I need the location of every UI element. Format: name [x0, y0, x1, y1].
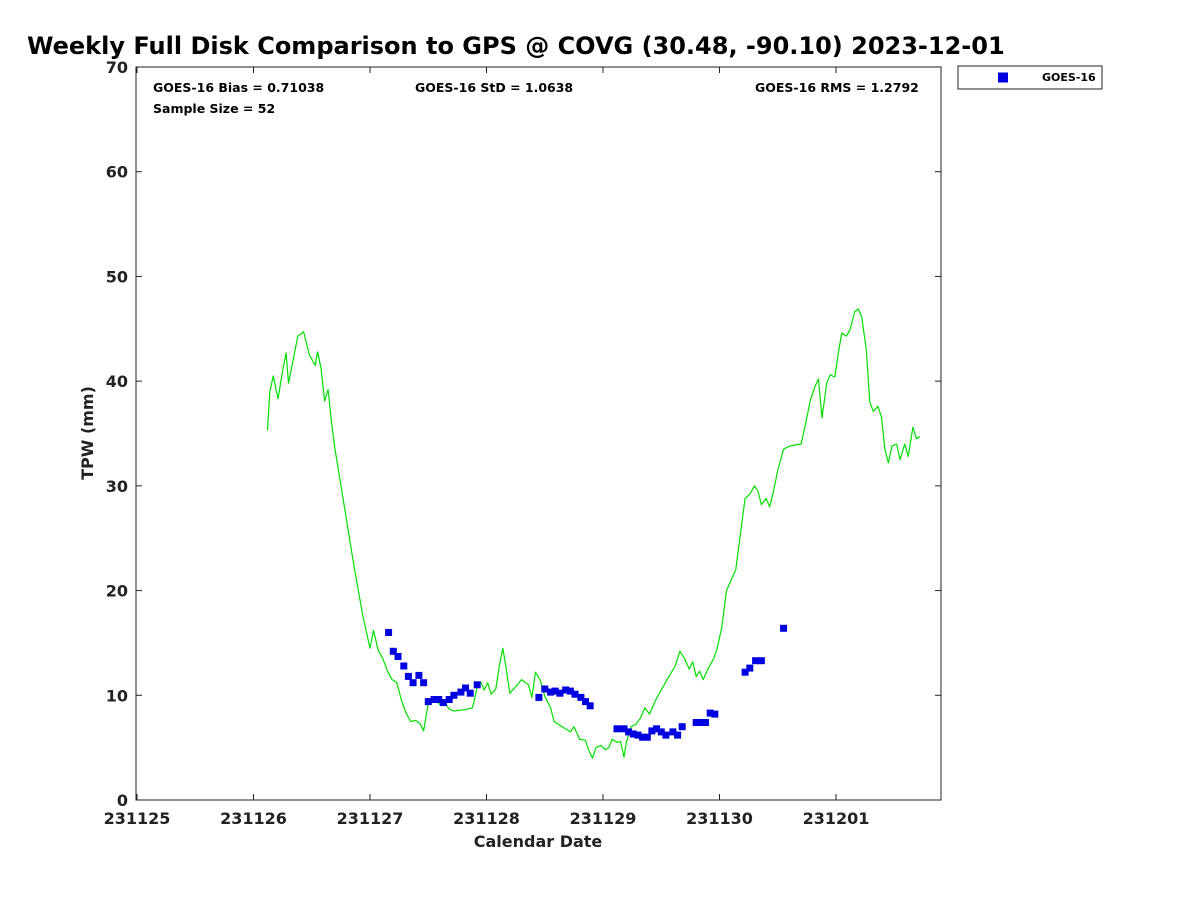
goes16-point	[547, 688, 555, 696]
goes16-point	[625, 728, 633, 736]
legend-label-goes16: GOES-16	[1042, 71, 1096, 84]
goes16-point	[582, 698, 589, 706]
goes16-point	[385, 629, 393, 636]
goes16-point	[692, 719, 700, 726]
goes16-point	[541, 685, 549, 693]
x-tick-label: 231201	[803, 809, 870, 828]
legend-marker-goes16	[998, 72, 1008, 83]
goes16-point	[551, 687, 559, 695]
goes16-point	[752, 657, 760, 665]
goes16-point	[653, 725, 661, 733]
goes16-point	[669, 728, 677, 736]
plot-area	[266, 308, 921, 759]
rms-stat: GOES-16 RMS = 1.2792	[755, 80, 919, 95]
goes16-point	[634, 731, 642, 739]
goes16-point	[389, 647, 397, 655]
y-axis-ticks: 0 10 20 30 40 50 60 70	[106, 58, 941, 810]
goes16-point	[697, 719, 705, 726]
goes16-point	[613, 725, 621, 733]
goes16-point	[706, 709, 714, 717]
x-tick-label: 231130	[686, 809, 753, 828]
goes16-point	[430, 696, 438, 703]
goes16-point	[435, 696, 443, 703]
goes16-point	[466, 689, 474, 697]
goes16-point	[643, 733, 651, 741]
x-tick-label: 231128	[453, 809, 520, 828]
y-tick-label: 50	[106, 267, 128, 286]
goes16-point	[586, 702, 594, 710]
goes16-point	[741, 668, 749, 676]
goes16-point	[674, 731, 682, 739]
x-axis-ticks: 231125 231126 231127 231128 231129 231130 2312…	[104, 67, 870, 828]
y-axis-label: TPW (mm)	[78, 386, 97, 480]
bias-stat: GOES-16 Bias = 0.71038	[153, 80, 324, 95]
goes16-point	[702, 719, 709, 726]
goes16-point	[711, 710, 719, 718]
goes16-point	[662, 731, 670, 739]
y-tick-label: 70	[106, 58, 128, 77]
plot-axes	[135, 66, 942, 801]
goes16-point	[404, 672, 412, 680]
goes16-point	[445, 696, 453, 703]
x-tick-label: 231125	[104, 809, 171, 828]
goes16-point	[657, 728, 665, 736]
goes16-point	[457, 688, 465, 696]
goes16-point	[415, 671, 423, 679]
x-tick-label: 231126	[220, 809, 287, 828]
chart-title: Weekly Full Disk Comparison to GPS @ COV…	[27, 32, 1005, 60]
goes16-point	[439, 699, 447, 707]
x-tick-label: 231129	[570, 809, 637, 828]
goes16-point	[394, 653, 402, 660]
goes16-point	[678, 723, 686, 731]
y-tick-label: 10	[106, 686, 128, 705]
goes16-point	[400, 662, 408, 670]
y-tick-label: 40	[106, 372, 128, 391]
goes16-point	[420, 679, 428, 687]
goes16-point	[462, 684, 469, 692]
goes16-point	[780, 624, 788, 632]
y-tick-label: 30	[106, 477, 128, 496]
goes16-point	[639, 733, 647, 741]
plot-frame	[135, 66, 942, 801]
goes16-point	[620, 725, 628, 733]
y-tick-label: 60	[106, 163, 128, 182]
y-tick-label: 0	[117, 791, 128, 810]
gps-tpw-line	[266, 308, 921, 759]
goes16-point	[566, 687, 574, 695]
goes16-point	[562, 686, 570, 694]
goes16-point	[571, 690, 579, 698]
y-tick-label: 20	[106, 582, 128, 601]
x-axis-label: Calendar Date	[474, 832, 603, 851]
std-stat: GOES-16 StD = 1.0638	[415, 80, 573, 95]
goes16-point	[556, 689, 564, 697]
goes16-point	[629, 730, 637, 738]
goes16-point	[746, 664, 754, 672]
legend-box	[957, 65, 1103, 90]
sample-size-stat: Sample Size = 52	[153, 101, 275, 116]
x-tick-label: 231127	[337, 809, 404, 828]
goes16-point	[409, 679, 417, 687]
goes16-point	[450, 691, 458, 699]
goes16-point	[535, 693, 543, 701]
goes16-point	[424, 698, 432, 706]
goes16-point	[757, 657, 765, 665]
goes16-point	[473, 681, 481, 689]
goes16-point	[577, 693, 585, 701]
goes16-point	[648, 727, 656, 735]
legend: GOES-16	[957, 65, 1103, 90]
